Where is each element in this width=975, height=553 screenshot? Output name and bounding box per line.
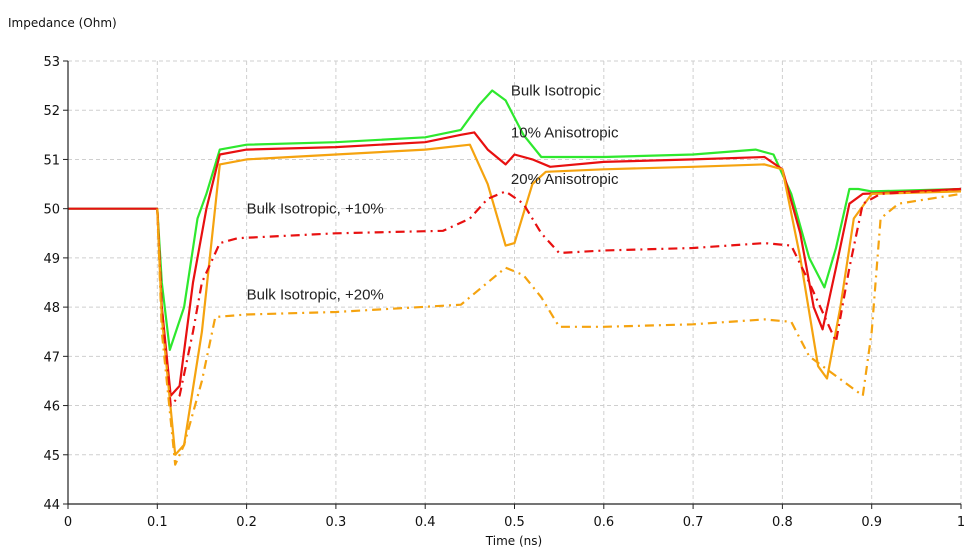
series-line-20-anisotropic [156,143,962,456]
y-tick-label: 44 [43,498,60,513]
annotation-label: Bulk Isotropic [511,82,602,99]
annotation-label: 20% Anisotropic [511,171,619,188]
y-tick-label: 50 [43,203,60,218]
annotation-label: Bulk Isotropic, +20% [247,287,384,304]
annotations: Bulk Isotropic 10% Anisotropic 20% Anisotr… [247,82,619,303]
series-line-bulk-isotropic [68,89,962,351]
series-line-bulk-isotropic-20 [156,192,962,466]
x-axis-label: Time (ns) [485,534,542,548]
x-tick-label: 0.2 [236,515,257,530]
y-tick-label: 53 [43,55,60,70]
y-tick-label: 46 [43,400,60,415]
y-tick-label: 48 [43,301,60,316]
y-tick-label: 49 [43,252,60,267]
annotation-label: 10% Anisotropic [511,124,619,141]
x-tick-label: 0.5 [504,515,525,530]
x-tick-label: 0 [64,515,72,530]
x-tick-label: 0.6 [593,515,614,530]
y-axis-label: Impedance (Ohm) [8,16,117,30]
y-tick-label: 45 [43,449,60,464]
series-line-bulk-isotropic-10 [156,187,962,407]
x-tick-label: 0.3 [326,515,347,530]
series-line-10-anisotropic [68,131,962,397]
y-tick-label: 52 [43,104,60,119]
x-tick-label: 0.1 [147,515,168,530]
x-tick-label: 0.8 [772,515,793,530]
y-tick-label: 51 [43,153,60,168]
x-tick-label: 1 [957,515,965,530]
series-group [68,89,962,466]
annotation-label: Bulk Isotropic, +10% [247,201,384,218]
tick-labels: 0 0.1 0.2 0.3 0.4 0.5 0.6 0.7 0.8 0.9 1 44 45 46 47 48 4… [43,55,965,530]
axes [63,60,962,509]
y-tick-label: 47 [43,350,60,365]
x-tick-label: 0.9 [861,515,882,530]
x-tick-label: 0.4 [415,515,436,530]
x-tick-label: 0.7 [683,515,704,530]
